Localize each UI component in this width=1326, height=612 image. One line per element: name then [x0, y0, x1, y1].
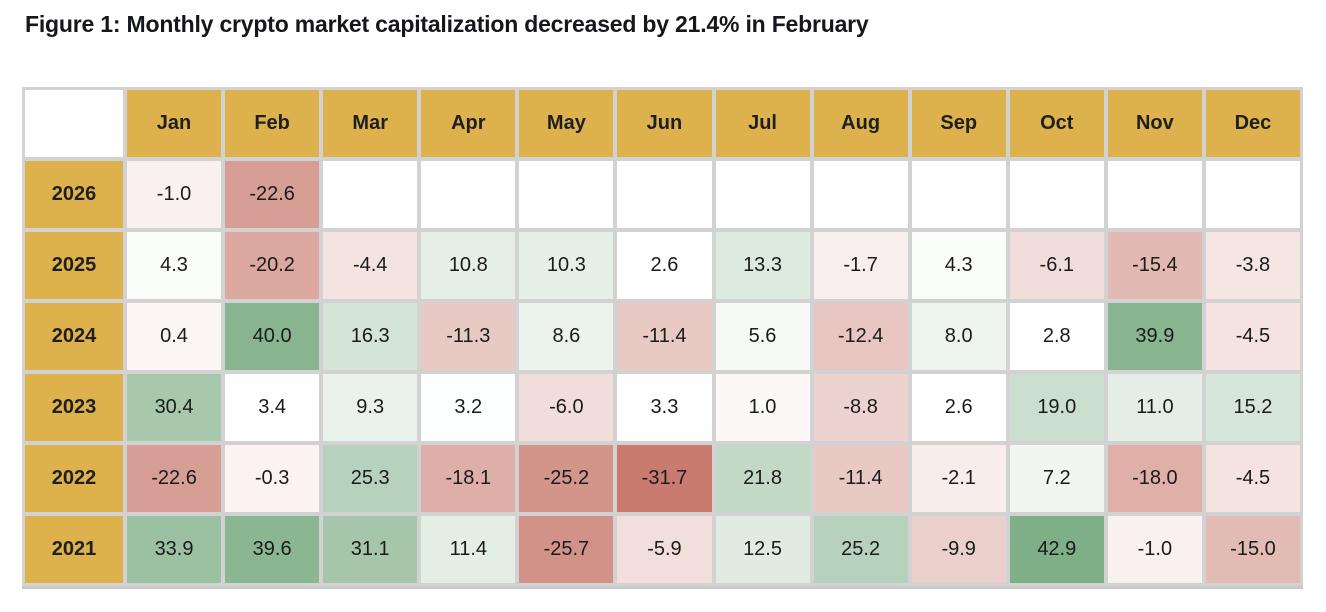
cell-2021-may: -25.7	[519, 516, 614, 583]
year-label-2021: 2021	[25, 516, 123, 583]
cell-2026-sep	[911, 161, 1006, 228]
cell-2022-sep: -2.1	[911, 445, 1006, 512]
cell-2024-apr: -11.3	[421, 303, 516, 370]
table-corner-cell	[25, 90, 123, 157]
cell-2026-oct	[1009, 161, 1104, 228]
cell-2022-jun: -31.7	[617, 445, 712, 512]
cell-2024-dec: -4.5	[1205, 303, 1300, 370]
month-header-mar: Mar	[323, 90, 418, 157]
cell-2021-feb: 39.6	[225, 516, 320, 583]
cell-2023-jul: 1.0	[715, 374, 810, 441]
cell-2026-jul	[715, 161, 810, 228]
month-header-sep: Sep	[911, 90, 1006, 157]
cell-2024-jan: 0.4	[127, 303, 222, 370]
cell-2021-jan: 33.9	[127, 516, 222, 583]
cell-2024-nov: 39.9	[1107, 303, 1202, 370]
cell-2023-jun: 3.3	[617, 374, 712, 441]
cell-2022-aug: -11.4	[813, 445, 908, 512]
cell-2023-feb: 3.4	[225, 374, 320, 441]
cell-2022-nov: -18.0	[1107, 445, 1202, 512]
cell-2023-aug: -8.8	[813, 374, 908, 441]
cell-2024-jun: -11.4	[617, 303, 712, 370]
cell-2022-jan: -22.6	[127, 445, 222, 512]
cell-2026-mar	[323, 161, 418, 228]
year-label-2022: 2022	[25, 445, 123, 512]
cell-2026-jan: -1.0	[127, 161, 222, 228]
month-header-nov: Nov	[1107, 90, 1202, 157]
month-header-feb: Feb	[225, 90, 320, 157]
cell-2025-oct: -6.1	[1009, 232, 1104, 299]
cell-2024-jul: 5.6	[715, 303, 810, 370]
cell-2026-nov	[1107, 161, 1202, 228]
cell-2025-jan: 4.3	[127, 232, 222, 299]
cell-2025-apr: 10.8	[421, 232, 516, 299]
cell-2026-dec	[1205, 161, 1300, 228]
cell-2026-apr	[421, 161, 516, 228]
cell-2022-feb: -0.3	[225, 445, 320, 512]
cell-2021-nov: -1.0	[1107, 516, 1202, 583]
cell-2021-oct: 42.9	[1009, 516, 1104, 583]
cell-2024-may: 8.6	[519, 303, 614, 370]
year-label-2026: 2026	[25, 161, 123, 228]
month-header-jul: Jul	[715, 90, 810, 157]
cell-2023-nov: 11.0	[1107, 374, 1202, 441]
cell-2023-may: -6.0	[519, 374, 614, 441]
cell-2024-sep: 8.0	[911, 303, 1006, 370]
month-header-jun: Jun	[617, 90, 712, 157]
cell-2024-mar: 16.3	[323, 303, 418, 370]
cell-2021-jul: 12.5	[715, 516, 810, 583]
heatmap-table: Jan Feb Mar Apr May Jun Jul Aug Sep Oct Nov Dec 2026…	[22, 87, 1303, 586]
cell-2022-may: -25.2	[519, 445, 614, 512]
cell-2024-oct: 2.8	[1009, 303, 1104, 370]
month-header-oct: Oct	[1009, 90, 1104, 157]
cell-2022-oct: 7.2	[1009, 445, 1104, 512]
cell-2021-apr: 11.4	[421, 516, 516, 583]
cell-2026-feb: -22.6	[225, 161, 320, 228]
cell-2026-aug	[813, 161, 908, 228]
cell-2023-apr: 3.2	[421, 374, 516, 441]
cell-2021-jun: -5.9	[617, 516, 712, 583]
cell-2025-sep: 4.3	[911, 232, 1006, 299]
cell-2021-dec: -15.0	[1205, 516, 1300, 583]
month-header-may: May	[519, 90, 614, 157]
cell-2025-dec: -3.8	[1205, 232, 1300, 299]
cell-2023-dec: 15.2	[1205, 374, 1300, 441]
cell-2022-mar: 25.3	[323, 445, 418, 512]
cell-2023-jan: 30.4	[127, 374, 222, 441]
month-header-aug: Aug	[813, 90, 908, 157]
year-label-2024: 2024	[25, 303, 123, 370]
month-header-jan: Jan	[127, 90, 222, 157]
cell-2025-feb: -20.2	[225, 232, 320, 299]
cell-2023-mar: 9.3	[323, 374, 418, 441]
cell-2025-jul: 13.3	[715, 232, 810, 299]
month-header-apr: Apr	[421, 90, 516, 157]
cell-2025-nov: -15.4	[1107, 232, 1202, 299]
cell-2026-may	[519, 161, 614, 228]
cell-2022-apr: -18.1	[421, 445, 516, 512]
cell-2021-aug: 25.2	[813, 516, 908, 583]
cell-2024-feb: 40.0	[225, 303, 320, 370]
cell-2021-sep: -9.9	[911, 516, 1006, 583]
cell-2021-mar: 31.1	[323, 516, 418, 583]
year-label-2025: 2025	[25, 232, 123, 299]
cell-2025-may: 10.3	[519, 232, 614, 299]
year-label-2023: 2023	[25, 374, 123, 441]
cell-2024-aug: -12.4	[813, 303, 908, 370]
figure-title: Figure 1: Monthly crypto market capitali…	[25, 11, 869, 37]
cell-2025-jun: 2.6	[617, 232, 712, 299]
cell-2022-jul: 21.8	[715, 445, 810, 512]
cell-2025-mar: -4.4	[323, 232, 418, 299]
cell-2025-aug: -1.7	[813, 232, 908, 299]
month-header-dec: Dec	[1205, 90, 1300, 157]
cell-2023-sep: 2.6	[911, 374, 1006, 441]
cell-2022-dec: -4.5	[1205, 445, 1300, 512]
cell-2026-jun	[617, 161, 712, 228]
cell-2023-oct: 19.0	[1009, 374, 1104, 441]
